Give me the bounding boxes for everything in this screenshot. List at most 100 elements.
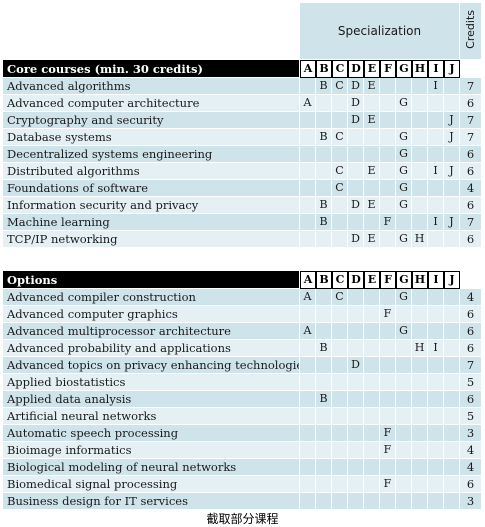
specialization-cell [316,476,332,493]
specialization-cell [316,112,332,129]
specialization-cell [444,340,460,357]
specialization-cell [348,459,364,476]
specialization-cell [364,129,380,146]
specialization-cell: I [428,340,444,357]
specialization-cell [412,180,428,197]
credits-value: 6 [460,391,482,408]
specialization-cell: G [396,95,412,112]
specialization-cell [412,476,428,493]
specialization-cell [316,231,332,248]
specialization-cell [412,95,428,112]
specialization-cell [428,129,444,146]
course-name: Information security and privacy [3,197,300,214]
course-name: Distributed algorithms [3,163,300,180]
specialization-cell: C [332,78,348,95]
course-name: Advanced computer graphics [3,306,300,323]
course-table-container: Specialization Credits Core courses (min. … [3,3,482,510]
specialization-cell: J [444,214,460,231]
course-name: Foundations of software [3,180,300,197]
specialization-letter-e: E [364,60,380,78]
specialization-cell: I [428,78,444,95]
specialization-cell [300,214,316,231]
specialization-cell [300,163,316,180]
specialization-cell: G [396,180,412,197]
specialization-cell [316,357,332,374]
course-name: Applied biostatistics [3,374,300,391]
course-name: Advanced computer architecture [3,95,300,112]
table-row: Advanced computer architecture A D G 6 [3,95,482,112]
specialization-cell [300,129,316,146]
specialization-cell [300,374,316,391]
specialization-letter-g: G [396,60,412,78]
specialization-cell [380,493,396,510]
specialization-cell [300,180,316,197]
specialization-letter-c: C [332,271,348,289]
specialization-cell [412,391,428,408]
specialization-cell [444,78,460,95]
specialization-cell [412,374,428,391]
specialization-letter-g: G [396,271,412,289]
specialization-cell [348,323,364,340]
specialization-cell [332,493,348,510]
table-row: Decentralized systems engineering G 6 [3,146,482,163]
specialization-letter-d: D [348,271,364,289]
specialization-cell: D [348,231,364,248]
specialization-cell [380,408,396,425]
specialization-letter-a: A [300,271,316,289]
specialization-cell: G [396,289,412,306]
specialization-cell [412,197,428,214]
course-name: Cryptography and security [3,112,300,129]
specialization-label: Specialization [300,3,460,60]
specialization-cell [380,163,396,180]
table-row: Biomedical signal processing F 6 [3,476,482,493]
core-courses-header-row: Core courses (min. 30 credits) A B C D E F G H I J [3,60,482,78]
specialization-cell [332,146,348,163]
course-name: Advanced probability and applications [3,340,300,357]
specialization-cell: D [348,95,364,112]
credits-value: 6 [460,340,482,357]
specialization-cell [348,163,364,180]
course-name: Advanced topics on privacy enhancing tec… [3,357,300,374]
specialization-cell [364,289,380,306]
table-row: Bioimage informatics F 4 [3,442,482,459]
specialization-cell [300,476,316,493]
specialization-cell: A [300,95,316,112]
specialization-cell: A [300,323,316,340]
credits-value: 6 [460,476,482,493]
specialization-letter-j: J [444,60,460,78]
specialization-letter-b: B [316,60,332,78]
specialization-cell [428,146,444,163]
specialization-cell: C [332,129,348,146]
specialization-cell: E [364,197,380,214]
specialization-cell: F [380,214,396,231]
specialization-cell [332,112,348,129]
specialization-cell [396,391,412,408]
specialization-cell [332,374,348,391]
specialization-cell: D [348,357,364,374]
specialization-cell [428,197,444,214]
specialization-cell: B [316,129,332,146]
specialization-cell [364,442,380,459]
specialization-cell [364,493,380,510]
specialization-cell [412,129,428,146]
specialization-cell [332,95,348,112]
specialization-cell [348,289,364,306]
specialization-cell: H [412,340,428,357]
table-row: Applied data analysis B 6 [3,391,482,408]
specialization-cell: B [316,391,332,408]
specialization-cell [380,129,396,146]
course-name: Biomedical signal processing [3,476,300,493]
specialization-cell [412,214,428,231]
specialization-cell [412,408,428,425]
specialization-cell [380,112,396,129]
specialization-cell [316,323,332,340]
specialization-cell [396,408,412,425]
specialization-cell [348,493,364,510]
specialization-cell [380,340,396,357]
specialization-cell [428,231,444,248]
specialization-cell [300,306,316,323]
course-name: Advanced algorithms [3,78,300,95]
specialization-cell [428,459,444,476]
specialization-cell [300,408,316,425]
specialization-letter-j: J [444,271,460,289]
